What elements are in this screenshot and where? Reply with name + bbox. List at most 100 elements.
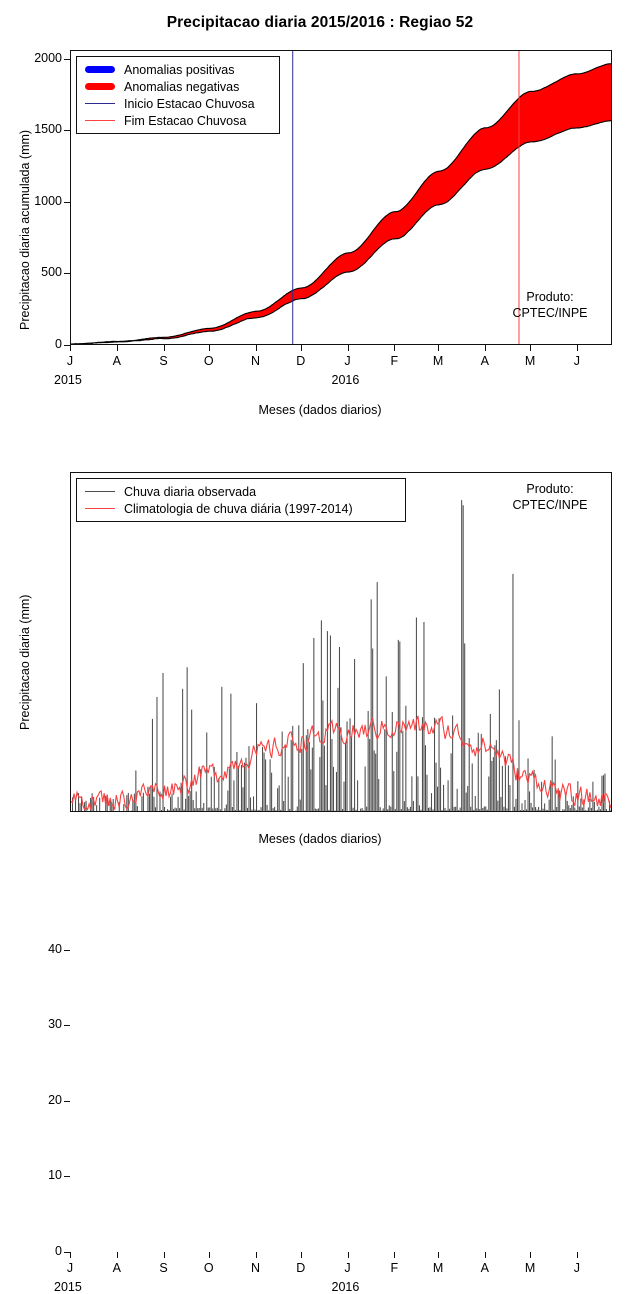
x-tick-label: F	[390, 354, 399, 368]
legend-swatch-thin	[85, 491, 115, 492]
negative-anomaly-area	[71, 63, 611, 344]
legend-key	[82, 83, 118, 90]
x-tick-mark	[70, 345, 71, 351]
x-tick-label: J	[573, 354, 580, 368]
y-tick-mark	[64, 345, 70, 346]
x-tick-mark	[484, 345, 486, 351]
x-tick-mark	[208, 345, 210, 351]
x-tick-mark	[300, 1252, 302, 1258]
y-tick-label: 10	[48, 1168, 62, 1183]
y-tick-label: 2000	[34, 50, 62, 65]
y-tick-mark	[64, 58, 70, 60]
legend-key	[82, 66, 118, 73]
x-tick-mark	[255, 345, 257, 351]
x-tick-label: D	[296, 1261, 306, 1275]
x-tick-mark	[70, 1252, 71, 1258]
x-tick-mark	[484, 1252, 486, 1258]
y-tick-label: 30	[48, 1017, 62, 1032]
x-tick-label: A	[112, 354, 121, 368]
y-tick-mark	[64, 949, 70, 951]
legend-swatch-thick	[85, 83, 115, 90]
x-tick-mark	[116, 345, 118, 351]
top-legend: Anomalias positivas Anomalias negativas In…	[76, 56, 280, 134]
x-tick-label: O	[203, 1261, 214, 1275]
x-tick-label: S	[159, 354, 168, 368]
y-tick-label: 0	[55, 337, 62, 351]
legend-item: Climatologia de chuva diária (1997-2014)	[82, 500, 399, 517]
legend-key	[82, 508, 118, 509]
x-tick-label: N	[251, 354, 261, 368]
top-y-axis-label: Precipitacao diaria acumulada (mm)	[18, 129, 32, 330]
x-tick-mark	[394, 345, 396, 351]
top-panel: Precipitacao diaria acumulada (mm) 0 500 1…	[0, 0, 640, 430]
y-tick-label: 20	[48, 1092, 62, 1107]
x-tick-label: M	[432, 1261, 444, 1275]
legend-label: Inicio Estacao Chuvosa	[124, 96, 255, 111]
x-tick-mark	[576, 1252, 578, 1258]
top-plot-canvas	[71, 51, 611, 344]
produto-line-1: Produto:	[526, 290, 574, 304]
y-tick-label: 500	[41, 265, 62, 280]
bottom-x-axis-title: Meses (dados diarios)	[258, 832, 382, 846]
x-tick-label: S	[159, 1261, 168, 1275]
x-tick-label: J	[66, 354, 74, 368]
x-tick-label: M	[524, 354, 536, 368]
legend-label: Chuva diaria observada	[124, 484, 257, 499]
legend-item: Chuva diaria observada	[82, 483, 399, 500]
x-tick-label: J	[573, 1261, 580, 1275]
x-tick-mark	[347, 345, 349, 351]
x-tick-mark	[576, 345, 578, 351]
x-tick-label: F	[390, 1261, 399, 1275]
x-tick-mark	[347, 1252, 349, 1258]
legend-swatch-thin	[85, 508, 115, 509]
legend-label: Anomalias positivas	[124, 62, 235, 77]
x-tick-label: M	[524, 1261, 536, 1275]
x-tick-mark	[116, 1252, 118, 1258]
legend-label: Fim Estacao Chuvosa	[124, 113, 247, 128]
x-tick-mark	[530, 1252, 532, 1258]
x-tick-label: A	[480, 354, 489, 368]
x-axis-year-label: 2016	[331, 1280, 360, 1294]
bottom-legend: Chuva diaria observada Climatologia de ch…	[76, 478, 406, 522]
x-tick-label: N	[251, 1261, 261, 1275]
y-tick-label: 1500	[34, 122, 62, 137]
x-tick-mark	[163, 345, 165, 351]
bottom-plot-canvas	[71, 500, 611, 811]
produto-line-2: CPTEC/INPE	[512, 305, 588, 320]
produto-line-2: CPTEC/INPE	[512, 497, 588, 512]
observed-accumulated-line	[71, 120, 611, 344]
x-tick-mark	[255, 1252, 257, 1258]
x-tick-mark	[163, 1252, 165, 1258]
legend-swatch-thick	[85, 66, 115, 73]
bottom-plot-frame	[70, 472, 612, 812]
x-tick-label: J	[344, 1261, 351, 1275]
bottom-panel: Precipitacao diaria (mm) 0 10 20 30 40 J A S O N…	[0, 440, 640, 1294]
bottom-produto-annotation: Produto: CPTEC/INPE	[495, 482, 605, 513]
legend-key	[82, 491, 118, 492]
page-title: Precipitacao diaria 2015/2016 : Regiao 5…	[166, 14, 474, 31]
x-tick-mark	[530, 345, 532, 351]
x-tick-label: J	[66, 1261, 74, 1275]
y-tick-mark	[64, 130, 70, 132]
top-produto-annotation: Produto: CPTEC/INPE	[495, 290, 605, 321]
x-tick-label: A	[112, 1261, 121, 1275]
climatology-daily-line	[71, 715, 611, 811]
y-tick-mark	[64, 201, 70, 203]
x-tick-mark	[438, 345, 440, 351]
legend-key	[82, 120, 118, 121]
top-x-axis-title: Meses (dados diarios)	[258, 403, 382, 417]
legend-item: Anomalias negativas	[82, 78, 273, 95]
x-tick-label: A	[480, 1261, 489, 1275]
y-tick-label: 1000	[34, 193, 62, 208]
legend-key	[82, 103, 118, 104]
y-tick-mark	[64, 1025, 70, 1027]
x-axis-year-label: 2016	[331, 373, 360, 387]
legend-item: Inicio Estacao Chuvosa	[82, 95, 273, 112]
x-tick-label: O	[203, 354, 214, 368]
y-tick-mark	[64, 1100, 70, 1102]
produto-line-1: Produto:	[526, 482, 574, 496]
y-tick-mark	[64, 1176, 70, 1178]
x-tick-label: M	[432, 354, 444, 368]
x-tick-mark	[394, 1252, 396, 1258]
